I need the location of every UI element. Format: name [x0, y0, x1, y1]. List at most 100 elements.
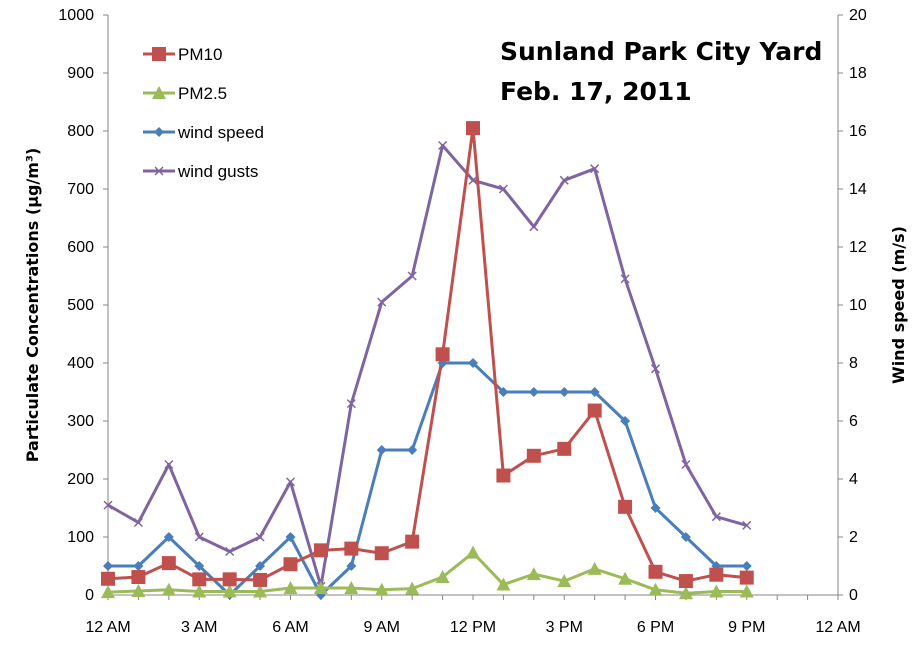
wind-speed-marker — [285, 532, 296, 542]
wind-speed-marker — [680, 532, 691, 542]
wind-gusts-marker-stroke — [468, 175, 478, 185]
pm25-marker — [101, 585, 115, 599]
legend: PM10 PM2.5 wind speed wind gusts — [143, 45, 264, 181]
pm25-marker — [557, 574, 572, 588]
x-tick-label: 12 AM — [85, 619, 130, 636]
y-tick-label: 500 — [67, 297, 94, 314]
y-tick-label: 700 — [67, 181, 94, 198]
wind-speed-marker — [154, 127, 164, 137]
pm10-marker — [405, 534, 420, 549]
wind-gusts-marker-stroke — [438, 140, 448, 151]
y-tick-label: 400 — [67, 355, 94, 372]
wind-gusts-marker — [225, 546, 235, 557]
pm10-marker — [192, 572, 207, 587]
wind-gusts-marker — [498, 184, 508, 194]
wind-speed-marker — [255, 561, 266, 571]
wind-gusts-marker — [285, 477, 296, 487]
pm25-marker — [283, 581, 298, 595]
wind-gusts-marker — [103, 500, 113, 510]
wind-gusts-marker — [681, 459, 691, 470]
x-tick-label: 12 PM — [450, 619, 496, 636]
y2-tick-label: 14 — [849, 181, 867, 198]
legend-label: PM10 — [178, 45, 222, 64]
series-line-pm10 — [107, 126, 747, 583]
pm25-marker — [192, 584, 207, 598]
wind-gusts-marker — [154, 166, 164, 176]
wind-gusts-marker — [346, 399, 356, 409]
wind-speed-marker — [741, 561, 752, 571]
x-tick-label: 6 PM — [637, 619, 674, 636]
y-tick-label: 200 — [67, 471, 94, 488]
pm10-marker — [526, 448, 541, 463]
wind-speed-marker — [407, 445, 418, 455]
y-tick-label: 800 — [67, 123, 94, 140]
wind-gusts-marker-stroke — [103, 500, 113, 510]
pm25-marker — [374, 582, 389, 596]
wind-gusts-marker-stroke — [590, 164, 600, 174]
pm25-marker — [253, 584, 268, 598]
pm25-marker — [466, 545, 480, 559]
pm10-marker — [161, 556, 176, 571]
wind-gusts-marker — [255, 532, 265, 542]
wind-gusts-marker-stroke — [407, 271, 417, 281]
y2-tick-label: 20 — [849, 7, 867, 24]
pm25-marker — [739, 584, 754, 598]
wind-gusts-marker-stroke — [285, 477, 296, 487]
wind-gusts-marker-stroke — [225, 546, 235, 557]
wind-gusts-marker — [529, 222, 539, 232]
y2-tick-label: 10 — [849, 297, 867, 314]
wind-speed-marker — [133, 561, 144, 571]
wind-gusts-marker-stroke — [133, 517, 143, 528]
y-axis-title: Particulate Concentrations (µg/m³) — [23, 148, 42, 463]
wind-gusts-marker-stroke — [681, 459, 691, 470]
wind-gusts-marker-stroke — [650, 364, 661, 374]
pm10-marker — [739, 570, 754, 585]
y2-tick-label: 6 — [849, 413, 858, 430]
legend-entry-pm2-5: PM2.5 — [143, 84, 227, 103]
y2-tick-label: 8 — [849, 355, 858, 372]
pm25-marker — [709, 584, 724, 598]
pm25-marker — [678, 586, 693, 600]
y-tick-label: 1000 — [58, 7, 94, 24]
wind-speed-marker — [194, 561, 205, 571]
y2-tick-label: 2 — [849, 529, 858, 546]
wind-speed-marker — [528, 387, 539, 397]
wind-gusts-marker-stroke — [559, 175, 569, 185]
wind-gusts-marker-stroke — [377, 297, 387, 307]
wind-speed-marker — [620, 416, 631, 426]
pm10-marker — [131, 570, 146, 585]
legend-entry-wind-gusts: wind gusts — [143, 162, 258, 181]
wind-speed-marker — [376, 445, 387, 455]
wind-gusts-marker — [650, 364, 661, 374]
x-tick-label: 12 AM — [815, 619, 860, 636]
series-markers — [101, 121, 754, 600]
wind-gusts-marker — [742, 520, 752, 530]
wind-gusts-marker — [620, 274, 630, 284]
tick-marks: 0 100 200 300 400 500 600 700 800 900 1000 0 2 4 6 8 10 1… — [58, 7, 866, 636]
pm10-marker — [222, 572, 237, 587]
series-line-pm2-5 — [107, 551, 747, 595]
wind-gusts-marker — [468, 175, 478, 185]
pm25-marker — [587, 561, 602, 575]
wind-speed-marker — [346, 561, 357, 571]
pm25-marker — [222, 584, 237, 598]
pm25-marker — [435, 570, 450, 584]
pm10-marker — [313, 543, 328, 558]
legend-entry-wind-speed: wind speed — [143, 123, 264, 142]
series-lines — [107, 126, 748, 597]
wind-gusts-marker-stroke — [620, 274, 630, 284]
wind-speed-marker — [498, 387, 509, 397]
wind-gusts-marker — [711, 512, 721, 522]
wind-gusts-marker-stroke — [346, 399, 356, 409]
y2-tick-label: 0 — [849, 587, 858, 604]
chart-title-line-2: Feb. 17, 2011 — [500, 77, 692, 106]
wind-gusts-marker — [590, 164, 600, 174]
pm10-marker — [496, 468, 511, 483]
pm10-marker — [678, 574, 693, 589]
y2-tick-label: 12 — [849, 239, 867, 256]
wind-gusts-marker-stroke — [498, 184, 508, 194]
pm25-marker — [344, 581, 359, 595]
pm10-marker — [587, 403, 602, 418]
pm10-marker — [152, 47, 166, 61]
